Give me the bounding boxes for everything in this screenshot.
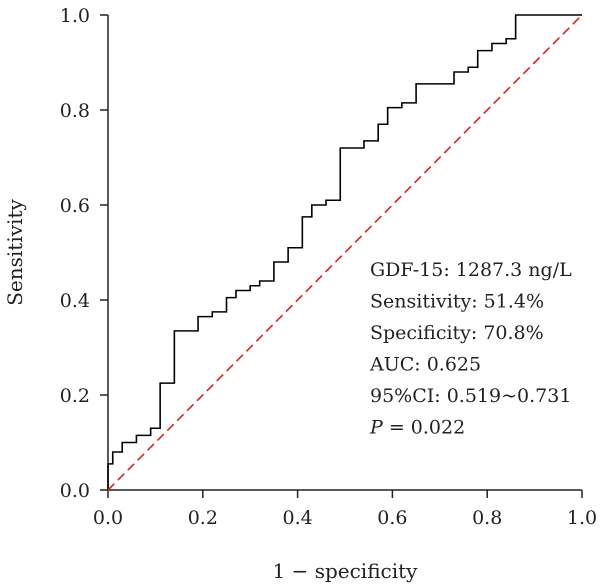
p-symbol: P (369, 417, 384, 439)
x-tick-label: 1.0 (567, 507, 597, 529)
y-tick-label: 0.8 (60, 100, 90, 122)
x-axis-title: 1 − specificity (273, 559, 419, 583)
annotation-block: GDF-15: 1287.3 ng/L Sensitivity: 51.4% Spe… (369, 259, 572, 439)
annotation-line: Specificity: 70.8% (370, 322, 544, 344)
annotation-line: Sensitivity: 51.4% (370, 291, 544, 313)
roc-curve-line (107, 14, 582, 490)
p-value-annotation: P = 0.022 (369, 417, 465, 439)
x-tick-label: 0.2 (188, 507, 218, 529)
p-value-text: = 0.022 (383, 417, 465, 439)
y-tick-label: 0.0 (60, 480, 90, 502)
y-tick-label: 0.6 (60, 195, 90, 217)
x-tick-label: 0.0 (93, 507, 123, 529)
y-axis-title: Sensitivity (3, 199, 27, 306)
annotation-line: GDF-15: 1287.3 ng/L (370, 259, 572, 281)
y-tick-label: 0.4 (60, 290, 90, 312)
reference-diagonal-line (107, 14, 583, 491)
x-tick-label: 0.4 (282, 507, 312, 529)
x-tick-label: 0.6 (377, 507, 407, 529)
chart-ticks: 0.0 0.2 0.4 0.6 0.8 1.0 0.0 0.2 0.4 0.6 0.8 1.0 1 − … (3, 5, 597, 583)
chart-lines (107, 14, 583, 491)
chart-axes (107, 15, 582, 491)
x-tick-label: 0.8 (472, 507, 502, 529)
y-tick-label: 1.0 (60, 5, 90, 27)
y-tick-label: 0.2 (60, 385, 90, 407)
annotation-line: 95%CI: 0.519~0.731 (370, 385, 571, 407)
annotation-line: AUC: 0.625 (369, 354, 481, 376)
